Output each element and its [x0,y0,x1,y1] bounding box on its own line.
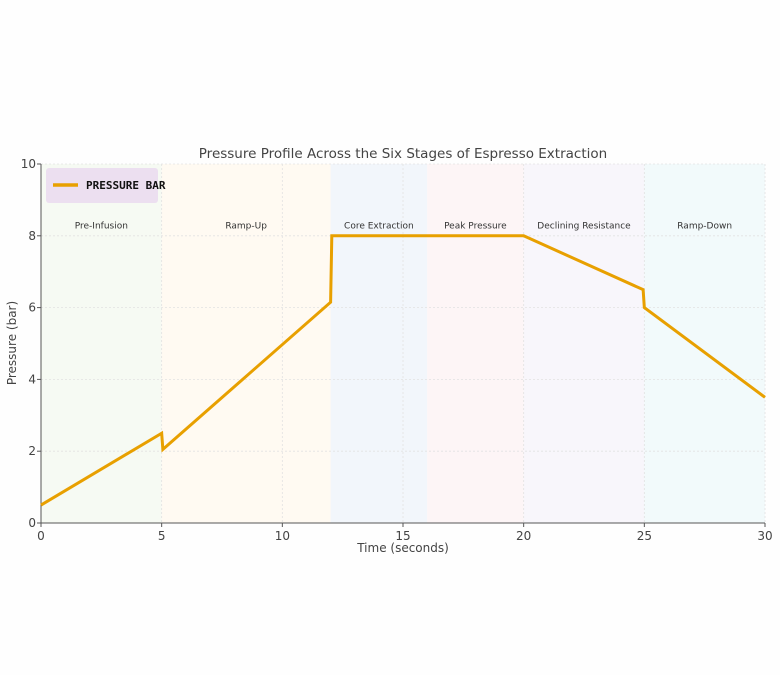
x-tick-label: 5 [158,529,166,543]
legend-label: PRESSURE BAR [86,179,166,192]
y-tick-label: 10 [21,157,36,171]
stage-band [330,164,428,523]
stage-label: Core Extraction [344,222,414,232]
stage-label: Peak Pressure [444,222,507,232]
stage-label: Ramp-Up [225,222,267,232]
x-tick-label: 0 [37,529,45,543]
legend-box [46,168,158,203]
x-tick-label: 15 [395,529,410,543]
x-axis-label: Time (seconds) [356,541,449,555]
stage-label: Declining Resistance [537,222,631,232]
x-tick-label: 25 [637,529,652,543]
y-tick-label: 8 [28,229,36,243]
x-tick-label: 20 [516,529,531,543]
chart-title: Pressure Profile Across the Six Stages o… [199,146,607,162]
y-tick-label: 6 [28,301,36,315]
stage-band [427,164,524,523]
stage-label: Pre-Infusion [75,222,128,232]
pressure-line [40,234,766,507]
stage-band [41,164,162,523]
stage-band [644,164,765,523]
y-tick-label: 4 [28,372,36,386]
x-tick-label: 10 [275,529,290,543]
stage-label: Ramp-Down [677,222,732,232]
y-tick-label: 2 [28,444,36,458]
y-tick-label: 0 [28,516,36,530]
y-axis-label: Pressure (bar) [5,301,19,385]
stage-band [161,164,331,523]
x-tick-label: 30 [757,529,772,543]
stage-band [523,164,645,523]
legend: PRESSURE BAR [46,168,166,203]
